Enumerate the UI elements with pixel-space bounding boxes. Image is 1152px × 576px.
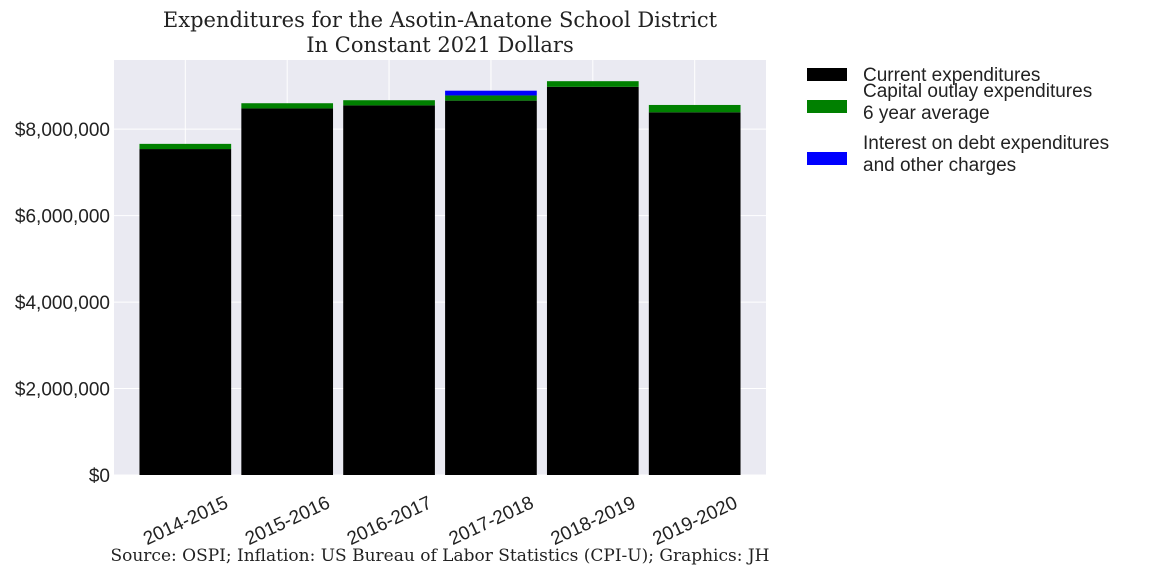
- bar-2018-2019-series-0: [546, 86, 639, 475]
- x-tick-label: 2014-2015: [140, 492, 231, 549]
- x-tick-label: 2019-2020: [650, 492, 741, 549]
- legend-swatch: [807, 100, 847, 113]
- legend-label: Interest on debt expenditures: [863, 133, 1109, 154]
- legend-swatch: [807, 68, 847, 81]
- y-tick-label: $0: [89, 466, 110, 487]
- x-tick-label: 2017-2018: [446, 492, 537, 549]
- bar-2019-2020-series-0: [648, 112, 741, 476]
- y-tick-label: $6,000,000: [15, 207, 110, 228]
- legend-label-line2: 6 year average: [863, 103, 990, 124]
- legend-label: Current expenditures: [863, 65, 1040, 86]
- bar-groups: [139, 81, 741, 476]
- x-axis-ticks: 2014-2015 2015-2016 2016-2017 2017-2018 2018…: [140, 492, 741, 549]
- bar-2018-2019-series-1: [546, 81, 639, 87]
- bar-2014-2015-series-0: [139, 149, 232, 476]
- bar-2015-2016-series-1: [241, 103, 334, 109]
- legend-label: Capital outlay expenditures: [863, 81, 1092, 102]
- bar-2015-2016-series-0: [241, 108, 334, 476]
- bar-2017-2018-series-2: [445, 90, 537, 96]
- x-tick-label: 2015-2016: [242, 492, 333, 549]
- x-tick-label: 2016-2017: [344, 492, 435, 549]
- y-tick-label: $4,000,000: [15, 293, 110, 314]
- y-tick-label: $2,000,000: [15, 380, 110, 401]
- x-tick-label: 2018-2019: [548, 492, 639, 549]
- chart-subtitle: In Constant 2021 Dollars: [306, 33, 573, 57]
- bar-2016-2017-series-1: [343, 100, 435, 106]
- bar-2017-2018-series-0: [445, 100, 537, 476]
- legend-label-line2: and other charges: [863, 155, 1016, 176]
- source-note: Source: OSPI; Inflation: US Bureau of La…: [110, 546, 769, 566]
- y-tick-label: $8,000,000: [15, 120, 110, 141]
- chart-title: Expenditures for the Asotin-Anatone Scho…: [163, 8, 718, 32]
- bar-2017-2018-series-1: [445, 95, 537, 101]
- legend-swatch: [807, 152, 847, 165]
- bar-2014-2015-series-1: [139, 143, 232, 150]
- bar-2019-2020-series-1: [648, 104, 741, 113]
- bar-2016-2017-series-0: [343, 105, 435, 475]
- y-axis-ticks: $0 $2,000,000 $4,000,000 $6,000,000 $8,000,0…: [15, 120, 110, 487]
